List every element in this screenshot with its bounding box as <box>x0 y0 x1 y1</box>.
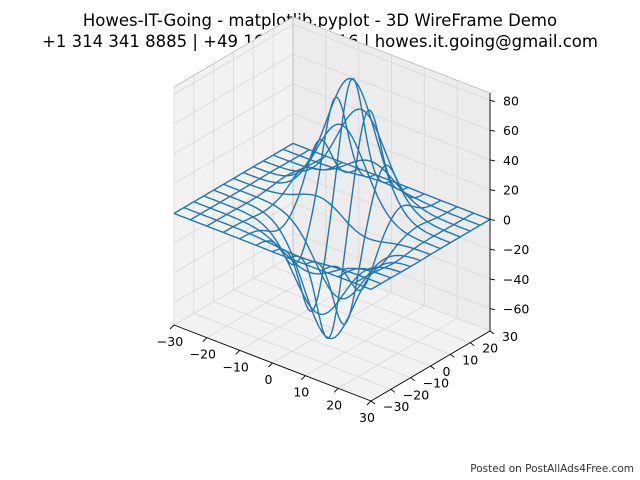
z-tick-label: −20 <box>503 242 529 257</box>
y-tick-label: −20 <box>403 387 429 402</box>
wireframe-column <box>255 96 376 266</box>
x-tick-mark <box>235 349 241 355</box>
x-tick-mark <box>202 337 208 343</box>
x-tick-label: 0 <box>265 372 273 387</box>
y-tick-mark <box>430 365 435 370</box>
gridline-floor-y <box>233 289 431 367</box>
z-tick-mark <box>489 159 496 162</box>
wireframe-column <box>288 109 409 339</box>
gridline-floor-y <box>253 277 451 355</box>
y-tick-label: 10 <box>462 352 478 367</box>
wireframe-column <box>222 161 343 234</box>
axis-ticks: −30−20−100102030−30−20−100102030−60−40−2… <box>157 93 530 425</box>
gridline-back-z <box>292 53 491 131</box>
x-tick-label: −20 <box>190 347 216 362</box>
pane-edge <box>292 16 491 94</box>
y-tick-mark <box>489 330 495 335</box>
x-tick-label: −30 <box>157 334 183 349</box>
x-tick-label: 20 <box>326 397 342 412</box>
z-tick-label: 40 <box>503 153 519 168</box>
z-tick-mark <box>489 308 496 311</box>
x-tick-mark <box>169 324 175 330</box>
y-tick-label: 0 <box>443 364 451 379</box>
gridline-back-z <box>292 83 491 161</box>
z-tick-mark <box>489 278 496 281</box>
gridline-floor-y <box>213 301 411 379</box>
gridline-floor-y <box>193 312 391 390</box>
gridline-back-z <box>292 24 491 101</box>
y-tick-label: 20 <box>482 341 498 356</box>
gridline-left-z <box>173 53 294 125</box>
x-tick-mark <box>300 375 306 381</box>
z-tick-label: 0 <box>503 212 511 227</box>
gridline-back-z <box>292 113 491 191</box>
wireframe-column <box>239 138 360 240</box>
x-tick-mark <box>268 362 273 368</box>
x-tick-label: 10 <box>293 385 309 400</box>
wireframe-column <box>272 77 392 312</box>
gridline-back-z <box>292 172 491 250</box>
y-tick-label: −30 <box>383 399 409 414</box>
y-tick-mark <box>450 353 455 358</box>
wireframe-column <box>370 218 491 291</box>
wireframe-column <box>190 149 310 221</box>
gridline-floor-y <box>273 266 471 344</box>
wireframe-surface <box>173 77 491 340</box>
z-tick-mark <box>489 129 496 132</box>
gridline-left-z <box>173 83 294 155</box>
y-tick-label: 30 <box>502 329 518 344</box>
gridline-back-z <box>292 202 491 280</box>
x-tick-label: −10 <box>223 359 249 374</box>
x-tick-label: 30 <box>359 410 375 425</box>
x-tick-mark <box>333 387 339 393</box>
wireframe-column <box>321 199 442 292</box>
y-tick-mark <box>390 388 396 393</box>
watermark: Posted on PostAllAds4Free.com <box>470 463 634 475</box>
pane-edge <box>173 16 294 88</box>
z-tick-mark <box>489 189 496 192</box>
y-tick-mark <box>469 342 475 347</box>
wireframe-column <box>354 212 474 284</box>
gridline-floor-y <box>292 254 491 332</box>
z-tick-mark <box>489 248 496 251</box>
z-tick-label: 60 <box>503 123 519 138</box>
wireframe-column <box>337 206 458 278</box>
wireframe-column <box>173 142 294 215</box>
z-tick-label: −40 <box>503 272 529 287</box>
y-tick-mark <box>370 400 376 405</box>
gridline-left-z <box>173 24 294 95</box>
wireframe-column <box>305 164 425 325</box>
z-tick-label: 20 <box>503 183 519 198</box>
chart-title-line-1: Howes-IT-Going - matplotlib.pyplot - 3D … <box>82 11 558 30</box>
y-tick-mark <box>410 377 415 382</box>
x-tick-mark <box>366 400 372 406</box>
gridline-left-z <box>173 113 294 185</box>
z-tick-mark <box>489 99 496 102</box>
z-tick-label: 80 <box>503 93 519 108</box>
gridline-back-z <box>292 232 491 310</box>
gridline-left-z <box>173 202 294 274</box>
z-tick-label: −60 <box>503 302 529 317</box>
y-tick-label: −10 <box>423 376 449 391</box>
z-tick-mark <box>489 218 496 221</box>
